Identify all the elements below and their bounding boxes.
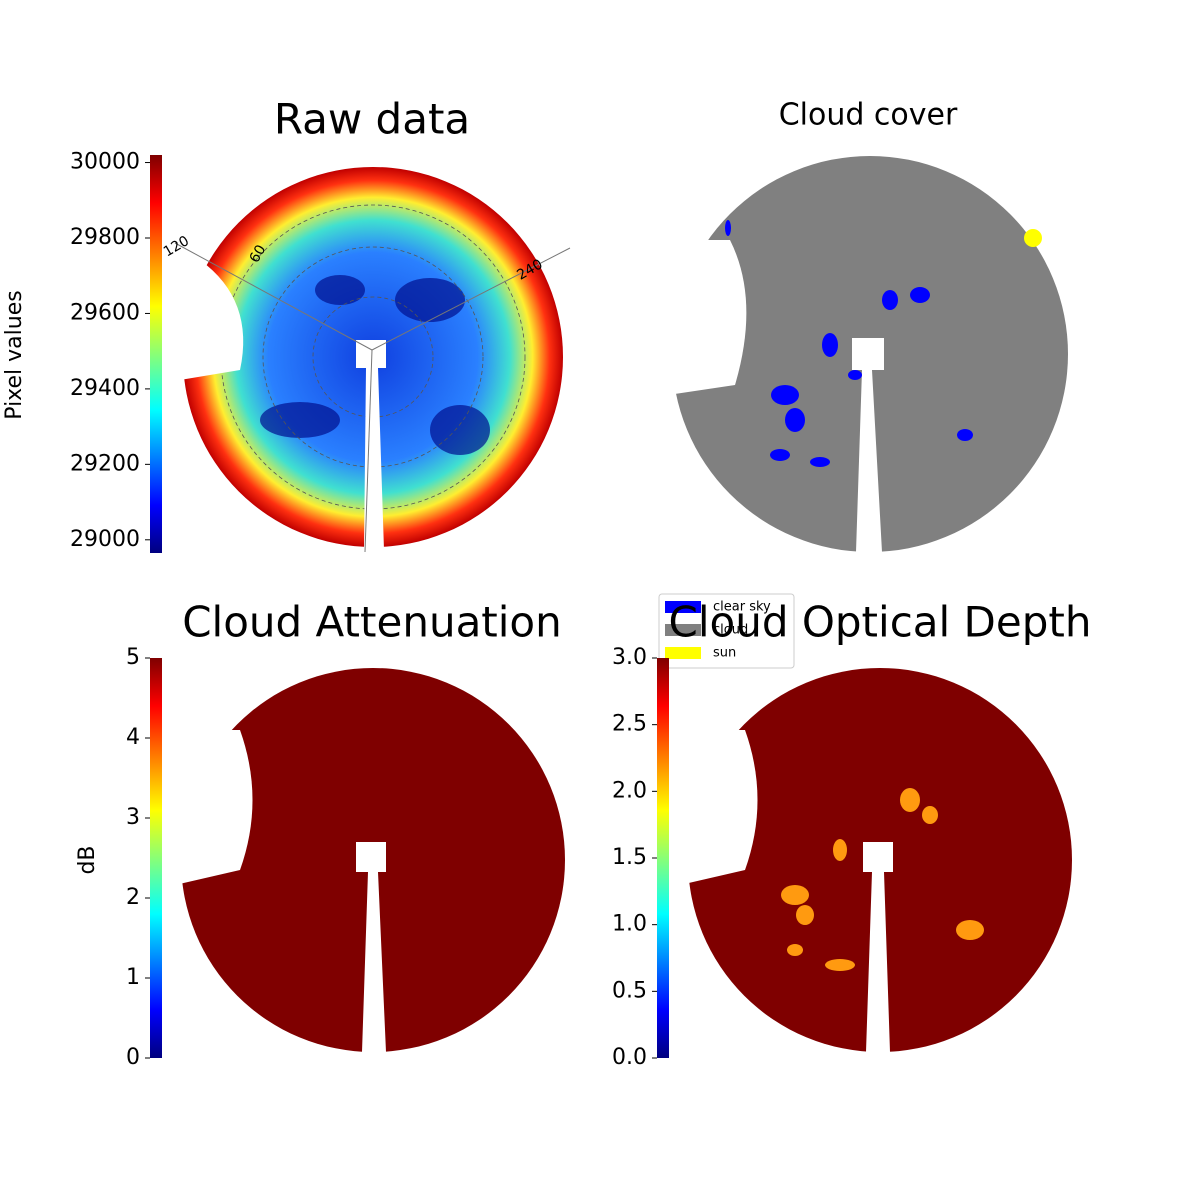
optical-depth-image — [680, 668, 1072, 1052]
attenuation-image — [175, 668, 565, 1052]
legend-swatch — [665, 601, 701, 613]
colorbar-tick-label: 29800 — [70, 225, 140, 250]
colorbar — [657, 658, 669, 1058]
raw-image — [170, 167, 571, 553]
colorbar-tick-label: 5 — [126, 645, 140, 670]
colorbar-tick-label: 0.5 — [612, 978, 647, 1003]
panel-title: Cloud cover — [779, 98, 958, 133]
colorbar-tick-label: 2 — [126, 885, 140, 910]
colorbar — [150, 658, 162, 1058]
colorbar-label: Pixel values — [2, 290, 27, 419]
colorbar-tick-label: 1.5 — [612, 845, 647, 870]
colorbar-tick-label: 2.0 — [612, 778, 647, 803]
panel-title: Raw data — [274, 95, 470, 144]
colorbar — [150, 155, 162, 553]
panel-title: Cloud Attenuation — [182, 598, 562, 647]
polar-annotation: 60 — [247, 242, 270, 265]
panel-title: Cloud Optical Depth — [669, 598, 1092, 647]
legend-label: clear sky — [713, 600, 771, 615]
colorbar-tick-label: 29200 — [70, 451, 140, 476]
colorbar-tick-label: 1.0 — [612, 912, 647, 937]
legend-label: sun — [713, 646, 736, 661]
legend-swatch — [665, 624, 701, 636]
colorbar-tick-label: 29600 — [70, 300, 140, 325]
colorbar-label: dB — [75, 845, 100, 874]
colorbar-tick-label: 0.0 — [612, 1045, 647, 1070]
colorbar-tick-label: 4 — [126, 725, 140, 750]
polar-annotation: 120 — [161, 233, 192, 260]
legend-label: cloud — [713, 623, 748, 638]
colorbar-tick-label: 0 — [126, 1045, 140, 1070]
cloud-cover-image — [668, 156, 1068, 552]
colorbar-tick-label: 3 — [126, 805, 140, 830]
colorbar-tick-label: 30000 — [70, 150, 140, 175]
colorbar-tick-label: 29400 — [70, 376, 140, 401]
colorbar-tick-label: 3.0 — [612, 645, 647, 670]
legend-swatch — [665, 647, 701, 659]
colorbar-tick-label: 1 — [126, 965, 140, 990]
colorbar-tick-label: 2.5 — [612, 712, 647, 737]
colorbar-tick-label: 29000 — [70, 527, 140, 552]
